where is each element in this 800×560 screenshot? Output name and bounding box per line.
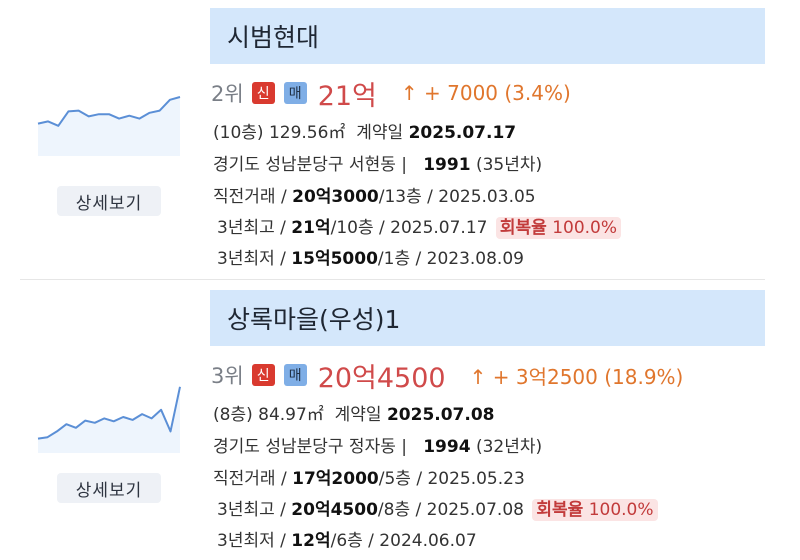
previous-deal-line: 직전거래 / 20억3000/13층 / 2025.03.05 [213,182,536,207]
contract-label: 계약일 [334,405,382,425]
address: 경기도 성남분당구 서현동 | [213,155,407,175]
prev-label: 직전거래 / [213,469,287,489]
low-detail: /6층 / 2024.06.07 [330,531,477,551]
rank-label: 2위 [211,82,244,106]
detail-button[interactable]: 상세보기 [57,186,161,216]
low-price: 12억 [291,531,331,551]
three-year-low-line: 3년최저 / 12억/6층 / 2024.06.07 [217,526,477,551]
price-change: ↑ + 7000 (3.4%) [400,81,571,105]
listing-name: 시범현대 [227,23,320,52]
low-detail: /1층 / 2023.08.09 [377,249,524,269]
high-detail: /10층 / 2025.07.17 [330,218,488,238]
new-badge: 신 [251,364,275,386]
low-label: 3년최저 / [217,531,286,551]
recovery-badge: 회복율 100.0% [495,217,622,239]
rank-label: 3위 [211,364,244,388]
high-label: 3년최고 / [217,500,286,520]
detail-button[interactable]: 상세보기 [57,473,161,503]
sale-badge: 매 [283,364,307,386]
previous-deal-line: 직전거래 / 17억2000/5층 / 2025.05.23 [213,464,525,489]
address-line: 경기도 성남분당구 정자동 | 1994 (32년차) [213,432,542,457]
listing-title[interactable]: 상록마을(우성)1 [210,290,765,346]
area-contract-line: (8층) 84.97㎡ 계약일 2025.07.08 [213,400,495,425]
sparkline-area [38,97,180,156]
rank-row: 3위 신 매 20억4500 ↑ + 3억2500 (18.9%) [211,357,684,394]
three-year-high-line: 3년최고 / 21억/10층 / 2025.07.17 회복율 100.0% [217,213,622,239]
area: 129.56㎡ [268,123,346,143]
divider [20,279,765,280]
low-label: 3년최저 / [217,249,286,269]
listing-card-2: 상세보기 상록마을(우성)1 3위 신 매 20억4500 ↑ + 3억2500… [0,282,800,560]
area: 84.97㎡ [258,405,324,425]
built-year: 1994 [423,437,471,457]
recovery-label: 회복율 [499,218,547,238]
rank-row: 2위 신 매 21억 ↑ + 7000 (3.4%) [211,75,571,112]
area-contract-line: (10층) 129.56㎡ 계약일 2025.07.17 [213,118,516,143]
high-price: 20억4500 [291,500,378,520]
high-detail: /8층 / 2025.07.08 [377,500,524,520]
three-year-high-line: 3년최고 / 20억4500/8층 / 2025.07.08 회복율 100.0… [217,495,658,521]
price-trend-sparkline [37,96,181,156]
sparkline-line [37,386,181,440]
prev-detail: /13층 / 2025.03.05 [378,187,536,207]
deal-price: 21억 [317,80,377,112]
building-age: (35년차) [475,155,543,175]
address: 경기도 성남분당구 정자동 | [213,437,407,457]
high-label: 3년최고 / [217,218,286,238]
price-change: ↑ + 3억2500 (18.9%) [469,364,684,389]
recovery-value: 100.0% [588,500,654,520]
building-age: (32년차) [475,437,543,457]
contract-label: 계약일 [356,123,404,143]
low-price: 15억5000 [291,249,378,269]
recovery-label: 회복율 [536,500,584,520]
prev-price: 17억2000 [292,469,379,489]
high-price: 21억 [291,218,331,238]
sparkline-line [37,96,181,127]
prev-price: 20억3000 [292,187,379,207]
prev-label: 직전거래 / [213,187,287,207]
listing-title[interactable]: 시범현대 [210,8,765,64]
deal-price: 20억4500 [317,362,446,394]
address-line: 경기도 성남분당구 서현동 | 1991 (35년차) [213,150,542,175]
sale-badge: 매 [283,82,307,104]
built-year: 1991 [423,155,471,175]
new-badge: 신 [251,82,275,104]
three-year-low-line: 3년최저 / 15억5000/1층 / 2023.08.09 [217,244,524,269]
recovery-value: 100.0% [552,218,618,238]
price-trend-sparkline [37,386,181,453]
recovery-badge: 회복율 100.0% [532,499,658,521]
contract-date: 2025.07.17 [408,123,517,143]
contract-date: 2025.07.08 [386,405,495,425]
listing-name: 상록마을(우성)1 [227,305,401,334]
floor: (10층) [213,123,264,143]
listing-card-1: 상세보기 시범현대 2위 신 매 21억 ↑ + 7000 (3.4%) (10… [0,0,800,278]
prev-detail: /5층 / 2025.05.23 [378,469,525,489]
floor: (8층) [213,405,253,425]
